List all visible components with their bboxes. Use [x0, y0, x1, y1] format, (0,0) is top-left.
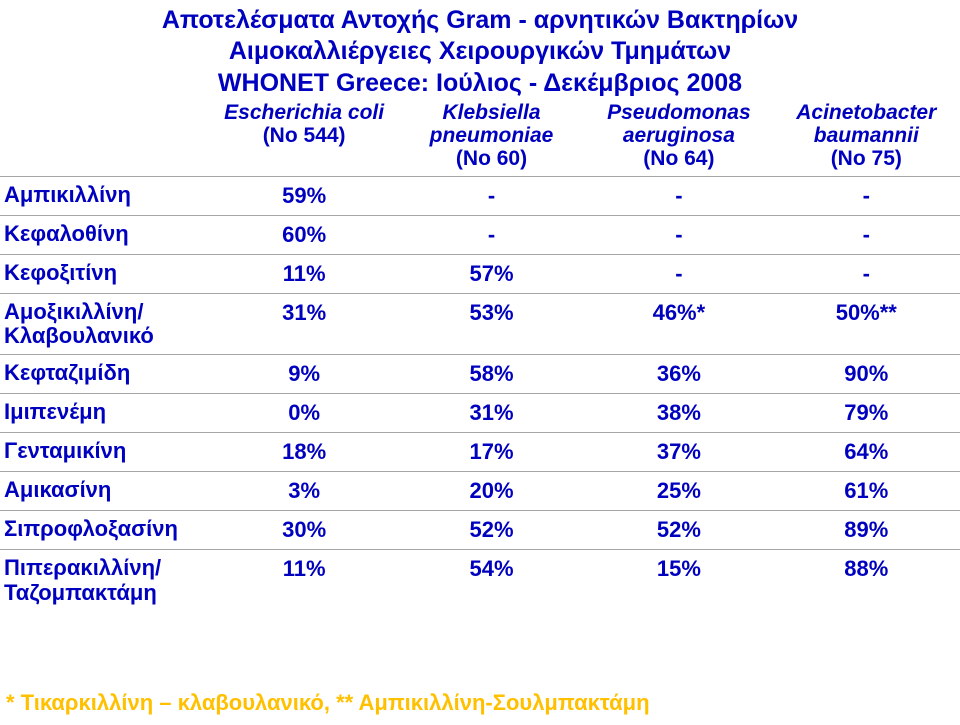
cell: 9% — [210, 355, 397, 394]
table-body: Αμπικιλλίνη59%---Κεφαλοθίνη60%---Κεφοξιτ… — [0, 177, 960, 611]
cell: 0% — [210, 394, 397, 433]
cell: 37% — [585, 433, 772, 472]
cell: - — [398, 216, 585, 255]
cell: 3% — [210, 472, 397, 511]
row-label: Πιπερακιλλίνη/ Ταζομπακτάμη — [0, 550, 210, 611]
row-label: Σιπροφλοξασίνη — [0, 511, 210, 550]
cell: 25% — [585, 472, 772, 511]
col-header-3-name: Pseudomonas aeruginosa — [607, 101, 751, 147]
title-line-3: WHONET Greece: Ιούλιος - Δεκέμβριος 2008 — [10, 68, 950, 99]
resistance-table: Escherichia coli (No 544) Klebsiella pne… — [0, 99, 960, 611]
cell: 60% — [210, 216, 397, 255]
col-header-3-sub: (No 64) — [589, 147, 768, 170]
cell: 31% — [398, 394, 585, 433]
cell: 52% — [398, 511, 585, 550]
cell: 17% — [398, 433, 585, 472]
col-header-2-sub: (No 60) — [402, 147, 581, 170]
col-header-1-name: Escherichia coli — [224, 101, 384, 124]
cell: 59% — [210, 177, 397, 216]
col-header-2-name: Klebsiella pneumoniae — [430, 101, 554, 147]
table-row: Ιμιπενέμη0%31%38%79% — [0, 394, 960, 433]
row-label: Κεφαλοθίνη — [0, 216, 210, 255]
cell: 50%** — [773, 294, 960, 355]
table-row: Γενταμικίνη18%17%37%64% — [0, 433, 960, 472]
row-label: Ιμιπενέμη — [0, 394, 210, 433]
cell: 31% — [210, 294, 397, 355]
footnote: * Τικαρκιλλίνη – κλαβουλανικό, ** Αμπικι… — [6, 690, 650, 716]
col-header-1: Escherichia coli (No 544) — [210, 99, 397, 177]
col-header-2: Klebsiella pneumoniae (No 60) — [398, 99, 585, 177]
table-row: Πιπερακιλλίνη/ Ταζομπακτάμη11%54%15%88% — [0, 550, 960, 611]
table-row: Σιπροφλοξασίνη30%52%52%89% — [0, 511, 960, 550]
cell: - — [773, 255, 960, 294]
cell: 64% — [773, 433, 960, 472]
cell: - — [585, 216, 772, 255]
row-label: Γενταμικίνη — [0, 433, 210, 472]
col-header-4-sub: (No 75) — [777, 147, 956, 170]
cell: 53% — [398, 294, 585, 355]
cell: - — [585, 177, 772, 216]
table-row: Αμπικιλλίνη59%--- — [0, 177, 960, 216]
table-row: Κεφαλοθίνη60%--- — [0, 216, 960, 255]
slide-header: Αποτελέσματα Αντοχής Gram - αρνητικών Βα… — [0, 0, 960, 99]
col-header-3: Pseudomonas aeruginosa (No 64) — [585, 99, 772, 177]
row-label: Αμικασίνη — [0, 472, 210, 511]
cell: 15% — [585, 550, 772, 611]
title-line-2: Αιμοκαλλιέργειες Χειρουργικών Τμημάτων — [10, 36, 950, 67]
col-header-4: Acinetobacter baumannii (No 75) — [773, 99, 960, 177]
table-row: Κεφταζιμίδη9%58%36%90% — [0, 355, 960, 394]
cell: 38% — [585, 394, 772, 433]
title-line-1: Αποτελέσματα Αντοχής Gram - αρνητικών Βα… — [10, 5, 950, 36]
cell: 89% — [773, 511, 960, 550]
cell: - — [398, 177, 585, 216]
col-header-1-sub: (No 544) — [214, 124, 393, 147]
table-row: Κεφοξιτίνη11%57%-- — [0, 255, 960, 294]
cell: 58% — [398, 355, 585, 394]
cell: 79% — [773, 394, 960, 433]
row-label: Αμπικιλλίνη — [0, 177, 210, 216]
cell: 11% — [210, 255, 397, 294]
cell: 52% — [585, 511, 772, 550]
cell: 18% — [210, 433, 397, 472]
table-row: Αμικασίνη3%20%25%61% — [0, 472, 960, 511]
cell: 54% — [398, 550, 585, 611]
slide-page: { "header": { "line1": "Αποτελέσματα Αντ… — [0, 0, 960, 725]
table-row: Αμοξικιλλίνη/ Κλαβουλανικό31%53%46%*50%*… — [0, 294, 960, 355]
cell: 36% — [585, 355, 772, 394]
header-spacer — [0, 99, 210, 177]
cell: 30% — [210, 511, 397, 550]
row-label: Αμοξικιλλίνη/ Κλαβουλανικό — [0, 294, 210, 355]
cell: 61% — [773, 472, 960, 511]
cell: 88% — [773, 550, 960, 611]
cell: - — [773, 216, 960, 255]
cell: 57% — [398, 255, 585, 294]
cell: 46%* — [585, 294, 772, 355]
cell: - — [773, 177, 960, 216]
row-label: Κεφταζιμίδη — [0, 355, 210, 394]
col-header-4-name: Acinetobacter baumannii — [796, 101, 936, 147]
cell: 90% — [773, 355, 960, 394]
cell: - — [585, 255, 772, 294]
row-label: Κεφοξιτίνη — [0, 255, 210, 294]
cell: 20% — [398, 472, 585, 511]
cell: 11% — [210, 550, 397, 611]
